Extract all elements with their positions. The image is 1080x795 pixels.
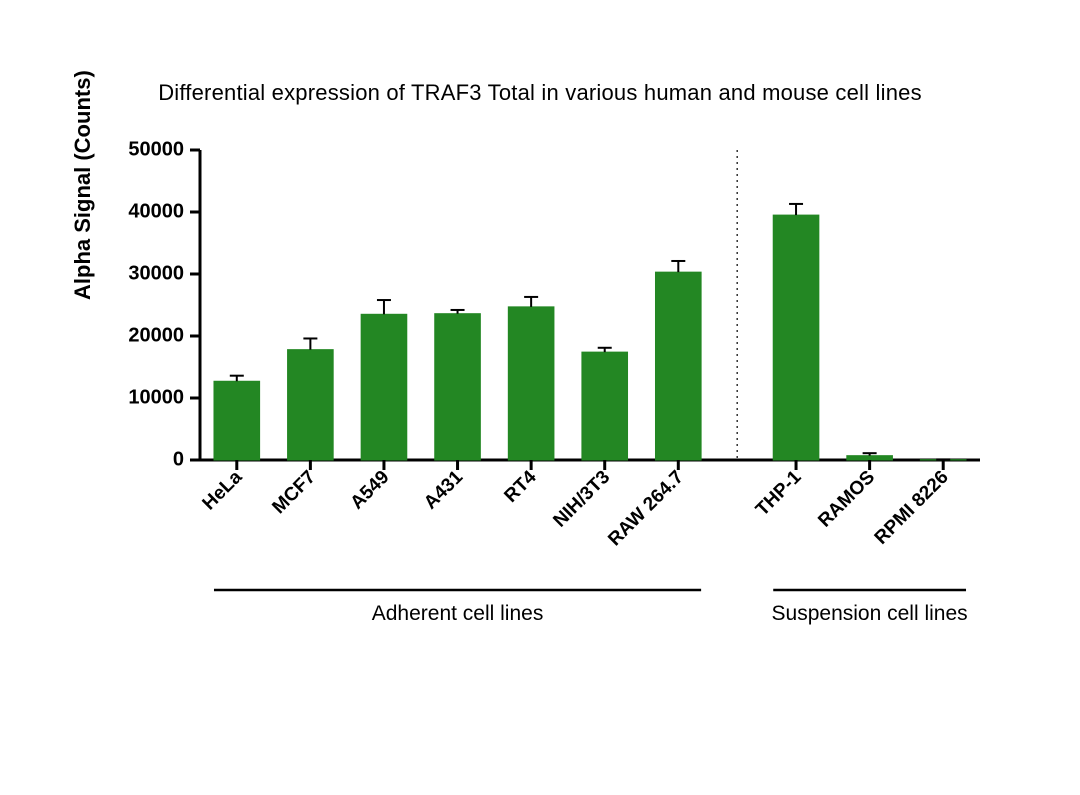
y-tick-label: 20000 — [128, 324, 184, 346]
x-category-label: RPMI 8226 — [871, 467, 953, 549]
x-category-label: RAW 264.7 — [604, 467, 688, 551]
x-category-label: A549 — [347, 467, 394, 514]
bar — [288, 350, 334, 460]
x-category-label: NIH/3T3 — [549, 467, 614, 532]
y-tick-label: 10000 — [128, 386, 184, 408]
group-label: Suspension cell lines — [772, 602, 968, 625]
bar-chart: 0 10000 20000 30000 40000 50000 HeLa MCF7 A549 A4… — [0, 0, 1080, 795]
x-category-label: HeLa — [199, 466, 247, 514]
bar — [214, 381, 260, 460]
bar — [361, 314, 407, 460]
y-tick-label: 40000 — [128, 200, 184, 222]
x-category-label: THP-1 — [752, 466, 806, 520]
y-axis-label: Alpha Signal (Counts) — [70, 70, 96, 300]
x-category-label: RT4 — [500, 466, 541, 507]
x-category-label: A431 — [420, 466, 467, 513]
bar — [508, 307, 554, 460]
y-tick-label: 30000 — [128, 262, 184, 284]
bar — [773, 215, 819, 460]
x-category-label: RAMOS — [814, 467, 879, 532]
bar — [435, 314, 481, 460]
bar — [582, 352, 628, 460]
y-tick-label: 50000 — [128, 138, 184, 160]
bar — [847, 456, 893, 460]
bar — [655, 272, 701, 460]
chart-title: Differential expression of TRAF3 Total i… — [0, 80, 1080, 106]
x-category-label: MCF7 — [268, 467, 319, 518]
y-tick-label: 0 — [173, 448, 184, 470]
group-label: Adherent cell lines — [372, 602, 544, 625]
